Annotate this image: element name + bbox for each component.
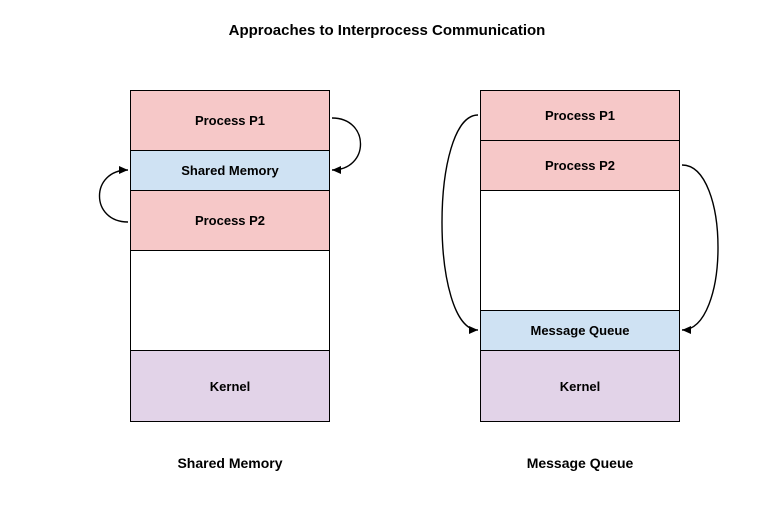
arrowhead-right-p2-to-queue	[682, 326, 691, 334]
stack-cell: Process P1	[481, 91, 679, 141]
message-queue-stack: Process P1Process P2 Message QueueKernel	[480, 90, 680, 422]
arrowhead-left-p2-to-shared	[119, 166, 128, 174]
diagram-title: Approaches to Interprocess Communication	[0, 22, 774, 39]
arrow-right-p1-to-queue	[442, 115, 478, 330]
stack-cell: Kernel	[131, 351, 329, 421]
stack-cell: Shared Memory	[131, 151, 329, 191]
stack-cell: Process P2	[131, 191, 329, 251]
stack-cell	[131, 251, 329, 351]
arrow-left-p2-to-shared	[100, 170, 129, 222]
arrowhead-right-p1-to-queue	[469, 326, 478, 334]
stack-cell: Kernel	[481, 351, 679, 421]
arrow-left-p1-to-shared	[332, 118, 361, 170]
arrow-right-p2-to-queue	[682, 165, 718, 330]
arrowhead-left-p1-to-shared	[332, 166, 341, 174]
shared-memory-caption: Shared Memory	[130, 455, 330, 471]
stack-cell: Process P1	[131, 91, 329, 151]
shared-memory-stack: Process P1Shared MemoryProcess P2 Kernel	[130, 90, 330, 422]
message-queue-caption: Message Queue	[480, 455, 680, 471]
stack-cell: Message Queue	[481, 311, 679, 351]
stack-cell	[481, 191, 679, 311]
stack-cell: Process P2	[481, 141, 679, 191]
